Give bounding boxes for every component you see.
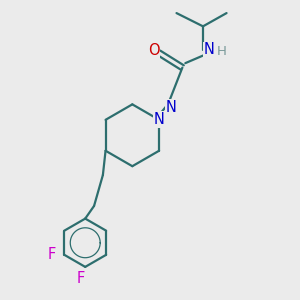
Text: N: N (203, 42, 214, 57)
Text: N: N (154, 112, 164, 127)
Text: N: N (166, 100, 177, 115)
Text: H: H (217, 45, 227, 58)
Text: F: F (77, 271, 85, 286)
Text: F: F (48, 247, 56, 262)
Text: O: O (148, 43, 159, 58)
